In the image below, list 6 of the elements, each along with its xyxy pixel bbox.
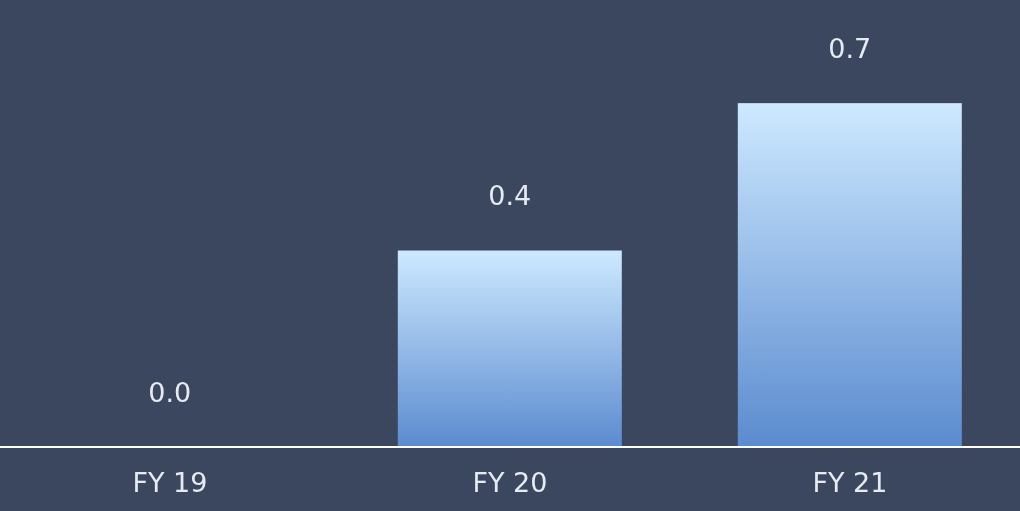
data-label: 0.4	[488, 180, 532, 212]
data-label: 0.0	[148, 376, 192, 408]
x-tick-label: FY 20	[472, 467, 548, 499]
x-tick-label: FY 21	[812, 467, 888, 499]
data-label: 0.7	[828, 32, 872, 64]
x-tick-label: FY 19	[132, 467, 208, 499]
